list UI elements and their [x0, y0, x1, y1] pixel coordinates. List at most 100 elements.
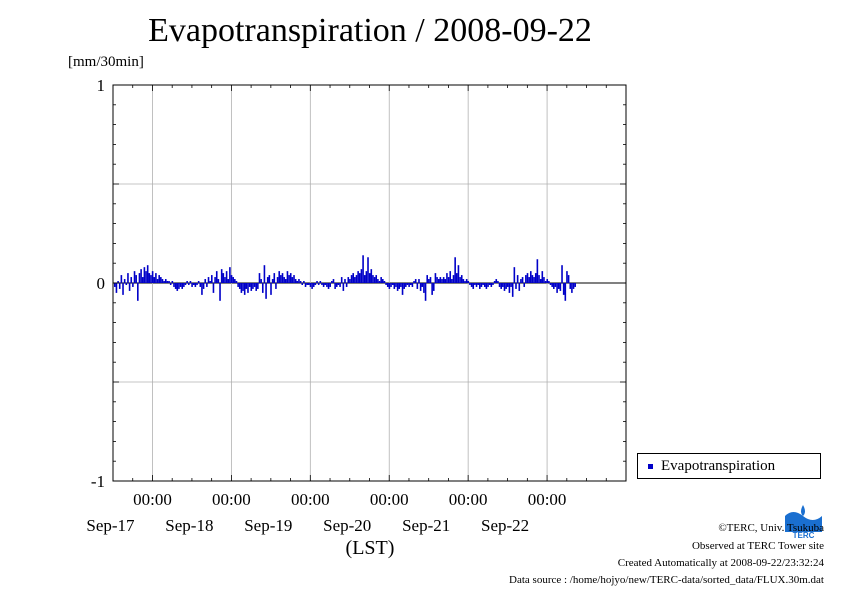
data-bar: [160, 277, 162, 283]
data-bar: [418, 279, 420, 283]
data-bar: [497, 281, 499, 283]
data-bar: [525, 275, 527, 283]
data-bar: [511, 283, 514, 297]
data-bar: [319, 281, 322, 283]
data-bar: [268, 275, 271, 283]
data-bar: [355, 275, 358, 283]
data-bar: [153, 277, 156, 283]
data-bar: [342, 283, 345, 291]
data-bar: [263, 265, 266, 283]
data-bar: [395, 283, 397, 287]
data-bar: [498, 283, 501, 287]
data-bar: [477, 283, 479, 285]
data-bar: [543, 277, 545, 283]
data-bar: [252, 283, 254, 289]
data-bar: [329, 283, 331, 287]
data-bar: [178, 283, 180, 289]
data-bar: [390, 283, 392, 287]
data-bar: [373, 277, 376, 283]
data-bar: [253, 283, 256, 287]
x-tick-date-label: Sep-20: [323, 516, 371, 535]
data-bar: [411, 283, 414, 287]
data-bar: [452, 275, 455, 283]
data-bar: [344, 279, 346, 283]
data-bar: [419, 283, 422, 291]
data-bar: [534, 273, 537, 283]
y-tick-label: 1: [97, 76, 106, 95]
data-bar: [286, 271, 289, 283]
data-bar: [562, 283, 565, 295]
data-bar: [174, 283, 177, 289]
data-bar: [485, 283, 488, 289]
data-bar: [240, 283, 243, 293]
data-bar: [299, 281, 302, 283]
data-bar: [217, 279, 220, 283]
data-bar: [266, 277, 269, 283]
data-bar: [426, 275, 429, 283]
data-bar: [377, 279, 379, 283]
x-tick-time-label: 00:00: [291, 490, 330, 509]
data-bar: [424, 283, 427, 301]
data-bar: [280, 275, 282, 283]
data-bar: [500, 283, 502, 289]
data-bar: [294, 279, 297, 283]
data-bar: [439, 277, 442, 283]
data-bar: [199, 283, 202, 287]
data-bar: [120, 275, 123, 283]
data-bar: [444, 279, 447, 283]
data-bar: [132, 283, 134, 287]
data-bar: [472, 283, 475, 289]
data-bar: [493, 281, 496, 283]
data-bar: [368, 273, 371, 283]
data-bar: [437, 279, 440, 283]
data-bar: [516, 275, 519, 283]
data-bar: [362, 255, 364, 283]
axes: [112, 84, 627, 482]
data-bar: [349, 279, 351, 283]
data-bar: [393, 283, 396, 289]
data-bar: [316, 281, 318, 283]
data-bar: [145, 271, 147, 283]
data-bar: [243, 283, 246, 295]
data-bar: [250, 283, 253, 291]
data-bar: [382, 279, 384, 283]
data-bar: [235, 281, 238, 283]
data-bar: [141, 277, 144, 283]
data-bar: [176, 283, 179, 291]
data-bar: [429, 277, 432, 283]
data-bar: [403, 283, 405, 289]
data-bar: [173, 283, 175, 287]
data-bar: [122, 283, 124, 295]
data-bar: [571, 283, 573, 293]
data-bar: [281, 273, 284, 283]
data-bar: [432, 283, 435, 291]
data-bar: [508, 283, 511, 293]
data-bar: [283, 277, 285, 283]
data-bar: [528, 277, 530, 283]
data-bar: [187, 283, 190, 285]
data-bar: [352, 273, 355, 283]
data-bar: [559, 283, 562, 291]
data-bar: [442, 277, 445, 283]
data-bar: [309, 283, 312, 287]
data-bar: [561, 265, 563, 283]
data-bar: [401, 283, 404, 295]
data-bar: [335, 283, 338, 287]
data-bar: [155, 273, 157, 283]
data-bar: [515, 283, 517, 289]
data-bar: [212, 283, 215, 293]
data-bar: [460, 275, 463, 283]
data-bar: [230, 275, 233, 283]
data-bar: [521, 277, 524, 283]
data-bar: [462, 279, 465, 283]
data-bar: [566, 271, 568, 283]
data-bar: [339, 283, 341, 287]
data-bar: [324, 283, 327, 285]
data-bar: [133, 271, 136, 283]
data-bar: [278, 271, 281, 283]
data-bar: [533, 277, 535, 283]
data-bar: [161, 279, 164, 283]
data-bar: [183, 283, 185, 287]
data-bar: [215, 271, 218, 283]
data-bar: [128, 283, 131, 291]
